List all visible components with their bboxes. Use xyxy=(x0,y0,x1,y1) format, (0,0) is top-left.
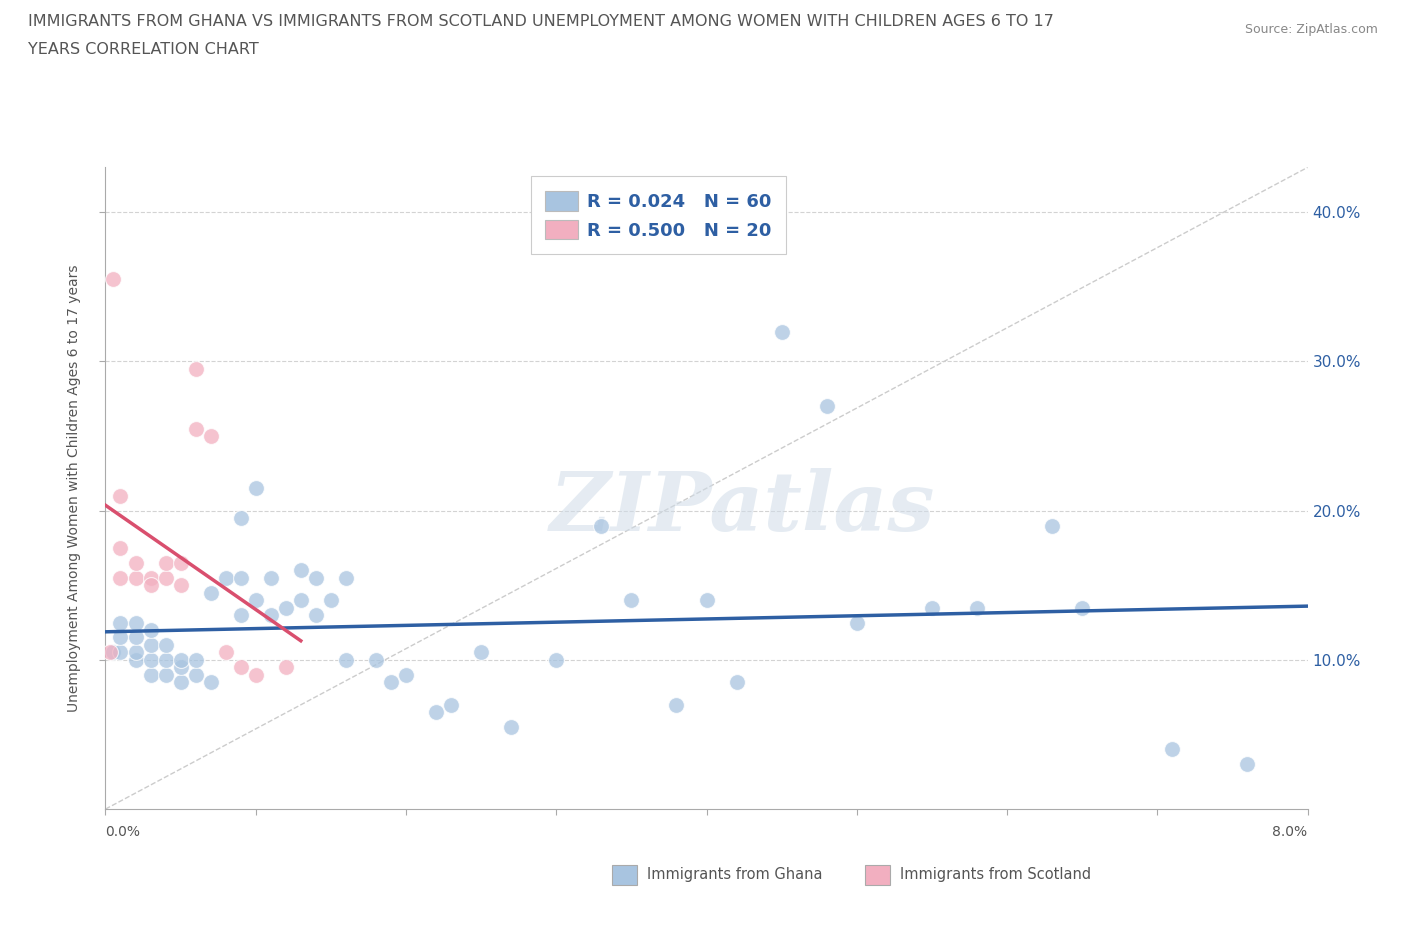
Point xyxy=(139,570,162,585)
Point xyxy=(591,518,613,533)
Point xyxy=(229,660,252,675)
Point xyxy=(335,653,357,668)
Point xyxy=(425,705,447,720)
Point xyxy=(815,399,838,414)
Point xyxy=(380,675,402,690)
Point xyxy=(200,429,222,444)
Point xyxy=(245,668,267,683)
Point xyxy=(101,645,124,660)
Point xyxy=(110,630,132,644)
Text: ZIPatlas: ZIPatlas xyxy=(550,468,935,548)
Point xyxy=(155,637,177,652)
Point xyxy=(139,653,162,668)
Point xyxy=(546,653,568,668)
Text: Source: ZipAtlas.com: Source: ZipAtlas.com xyxy=(1244,23,1378,36)
Point xyxy=(440,698,463,712)
Point xyxy=(335,570,357,585)
Point xyxy=(501,720,523,735)
Point xyxy=(260,570,283,585)
Point xyxy=(155,653,177,668)
Point xyxy=(139,637,162,652)
Point xyxy=(1161,742,1184,757)
Point xyxy=(110,540,132,555)
Point xyxy=(169,660,191,675)
Point xyxy=(966,600,988,615)
Point xyxy=(139,622,162,637)
Point xyxy=(124,645,146,660)
Point xyxy=(620,592,643,607)
Point xyxy=(184,362,207,377)
Point xyxy=(274,660,297,675)
Point xyxy=(110,570,132,585)
Point xyxy=(184,668,207,683)
Point xyxy=(696,592,718,607)
Point xyxy=(770,325,793,339)
Point xyxy=(110,488,132,503)
Point xyxy=(214,570,236,585)
Point xyxy=(470,645,492,660)
Text: Immigrants from Ghana: Immigrants from Ghana xyxy=(647,867,823,882)
Point xyxy=(229,607,252,622)
Point xyxy=(124,630,146,644)
Point xyxy=(214,645,236,660)
Legend: R = 0.024   N = 60, R = 0.500   N = 20: R = 0.024 N = 60, R = 0.500 N = 20 xyxy=(531,177,786,254)
Point xyxy=(229,570,252,585)
Point xyxy=(245,592,267,607)
Point xyxy=(124,555,146,570)
Point xyxy=(725,675,748,690)
Point xyxy=(155,555,177,570)
Point xyxy=(665,698,688,712)
Point xyxy=(139,578,162,592)
Point xyxy=(124,570,146,585)
Point xyxy=(169,578,191,592)
Point xyxy=(245,481,267,496)
Y-axis label: Unemployment Among Women with Children Ages 6 to 17 years: Unemployment Among Women with Children A… xyxy=(67,264,82,712)
Point xyxy=(274,600,297,615)
Point xyxy=(290,563,312,578)
Point xyxy=(110,645,132,660)
Point xyxy=(124,615,146,630)
Text: YEARS CORRELATION CHART: YEARS CORRELATION CHART xyxy=(28,42,259,57)
Point xyxy=(200,585,222,600)
Point xyxy=(319,592,342,607)
Point xyxy=(260,607,283,622)
Point xyxy=(200,675,222,690)
Point xyxy=(364,653,387,668)
Point xyxy=(124,653,146,668)
Text: 8.0%: 8.0% xyxy=(1272,825,1308,840)
Point xyxy=(305,570,328,585)
Point xyxy=(184,421,207,436)
Point xyxy=(845,615,868,630)
Point xyxy=(169,555,191,570)
Point xyxy=(155,570,177,585)
Point xyxy=(290,592,312,607)
Point xyxy=(1236,757,1258,772)
Point xyxy=(1040,518,1063,533)
Text: IMMIGRANTS FROM GHANA VS IMMIGRANTS FROM SCOTLAND UNEMPLOYMENT AMONG WOMEN WITH : IMMIGRANTS FROM GHANA VS IMMIGRANTS FROM… xyxy=(28,14,1054,29)
Point xyxy=(169,675,191,690)
Point xyxy=(169,653,191,668)
Point xyxy=(921,600,943,615)
Point xyxy=(101,272,124,286)
Point xyxy=(184,653,207,668)
Text: Immigrants from Scotland: Immigrants from Scotland xyxy=(900,867,1091,882)
Point xyxy=(229,511,252,525)
Point xyxy=(395,668,418,683)
Point xyxy=(305,607,328,622)
Point xyxy=(110,615,132,630)
Point xyxy=(1071,600,1094,615)
Point xyxy=(155,668,177,683)
Point xyxy=(98,645,121,660)
Point xyxy=(139,668,162,683)
Text: 0.0%: 0.0% xyxy=(105,825,141,840)
